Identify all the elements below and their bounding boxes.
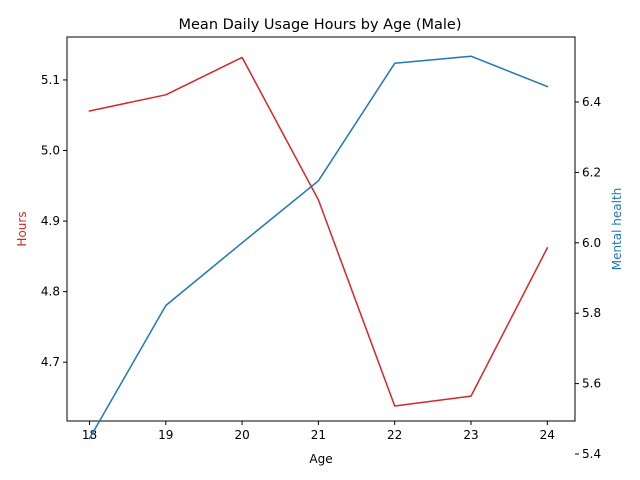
y-left-tick-label: 4.8	[41, 285, 60, 299]
mental-health-series-line	[88, 55, 549, 440]
chart-title: Mean Daily Usage Hours by Age (Male)	[179, 17, 462, 33]
x-tick-label: 22	[387, 428, 402, 442]
y-right-tick-label: 5.4	[582, 447, 601, 461]
x-tick-label: 20	[234, 428, 249, 442]
y-left-tick-label: 5.1	[41, 73, 60, 87]
y-right-tick-label: 5.6	[582, 377, 601, 391]
plot-frame	[66, 36, 576, 422]
y-right-tick-label: 6.0	[582, 236, 601, 250]
x-axis-label: Age	[309, 452, 332, 466]
y-right-tick-label: 6.4	[582, 95, 601, 109]
x-tick-label: 24	[540, 428, 555, 442]
x-tick-label: 21	[311, 428, 326, 442]
y-axis-right-label: Mental health	[610, 188, 624, 271]
x-tick-label: 23	[463, 428, 478, 442]
y-axis-left-label: Hours	[15, 211, 29, 246]
y-left-tick-label: 4.9	[41, 214, 60, 228]
y-right-tick-label: 6.2	[582, 165, 601, 179]
hours-series-line	[88, 56, 549, 407]
y-right-tick-label: 5.8	[582, 306, 601, 320]
x-tick-label: 19	[158, 428, 173, 442]
y-left-tick-label: 5.0	[41, 144, 60, 158]
y-left-tick-label: 4.7	[41, 355, 60, 369]
